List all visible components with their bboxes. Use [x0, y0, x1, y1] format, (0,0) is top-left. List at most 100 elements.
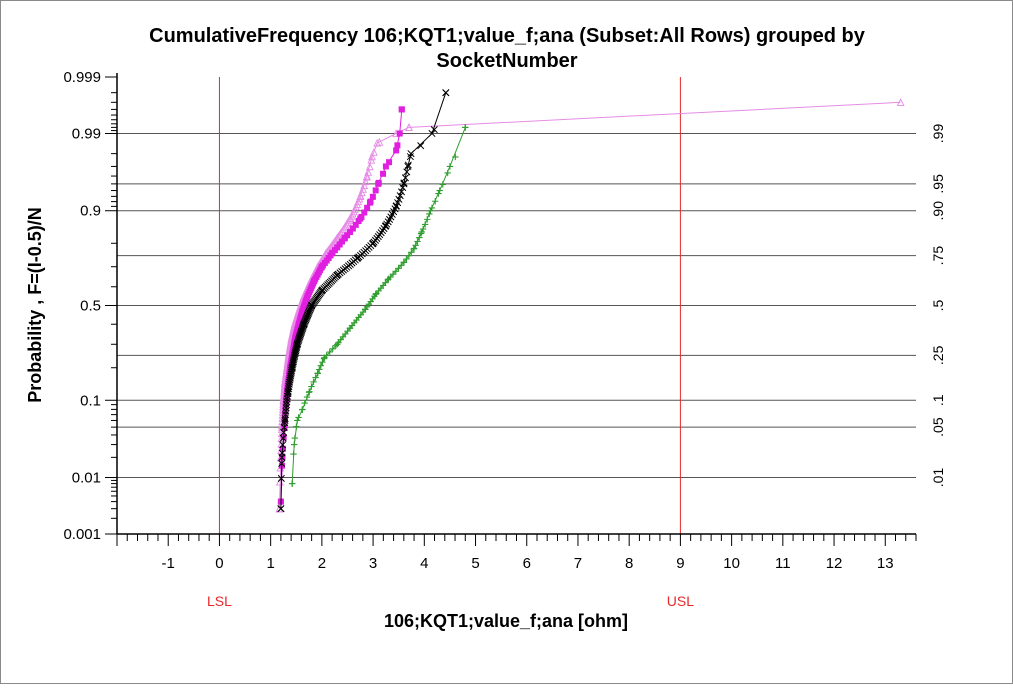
data-point [372, 187, 379, 194]
data-point [405, 252, 413, 259]
y-tick-label: 0.99 [72, 125, 101, 142]
data-point [288, 364, 296, 372]
data-point [442, 89, 450, 97]
data-point [361, 177, 370, 186]
data-point [432, 198, 439, 205]
data-point [347, 228, 354, 235]
data-point [428, 129, 436, 138]
data-point [382, 163, 389, 170]
data-point [416, 234, 423, 241]
y-tick-label: 0.001 [63, 526, 101, 543]
y-tick-label: 0.999 [63, 69, 101, 86]
data-point [333, 271, 341, 279]
data-point [341, 234, 348, 241]
data-point [316, 366, 323, 373]
data-point [396, 130, 403, 137]
data-point [414, 238, 421, 245]
data-point [395, 265, 402, 272]
data-point [361, 209, 368, 216]
data-point [403, 255, 410, 263]
data-point [277, 474, 285, 482]
data-point [319, 358, 326, 366]
x-tick-label: 1 [266, 555, 274, 572]
data-point [305, 307, 313, 315]
data-point [417, 230, 425, 237]
data-point [421, 221, 429, 228]
data-point [401, 174, 409, 182]
data-point [317, 362, 325, 369]
data-point [398, 106, 405, 113]
data-point [329, 250, 336, 257]
spec-limit-label: LSL [207, 593, 232, 609]
data-point [410, 245, 418, 252]
data-point [380, 170, 387, 177]
data-point [296, 331, 304, 339]
data-point [304, 309, 312, 318]
data-point [896, 98, 905, 106]
data-point [308, 383, 315, 390]
chart-title: CumulativeFrequency 106;KQT1;value_f;ana… [149, 25, 866, 47]
data-point [363, 171, 371, 180]
x-tick-label: 12 [826, 555, 843, 572]
x-tick-label: 13 [877, 555, 894, 572]
data-point [418, 228, 425, 236]
data-point [424, 216, 431, 223]
data-point [326, 348, 333, 356]
data-point [297, 327, 306, 335]
data-point [367, 198, 374, 205]
data-point [299, 308, 306, 315]
right-prob-label: .75 [930, 246, 946, 266]
data-point [298, 325, 306, 333]
right-prob-label: .01 [930, 468, 946, 488]
data-point [301, 318, 309, 326]
data-point [357, 215, 364, 222]
right-prob-label: .99 [930, 124, 946, 144]
data-point [281, 416, 289, 425]
x-tick-label: 10 [723, 555, 740, 572]
x-tick-label: 8 [625, 555, 633, 572]
data-point [435, 190, 442, 197]
data-point [389, 270, 397, 278]
data-point [346, 324, 354, 332]
data-point [404, 161, 412, 169]
data-point [304, 293, 311, 300]
x-tick-label: -1 [162, 555, 175, 572]
data-point [385, 275, 392, 283]
data-point [278, 459, 286, 467]
data-point [394, 142, 401, 149]
data-point [293, 423, 300, 430]
right-prob-label: .95 [930, 174, 946, 194]
data-point [392, 268, 400, 275]
data-point [306, 306, 314, 314]
y-tick-label: 0.5 [80, 298, 101, 315]
data-point [369, 239, 377, 247]
data-point [277, 505, 285, 513]
data-point [304, 311, 312, 319]
data-point [299, 406, 306, 413]
y-axis-label: Probability , F=(I-0.5)/N [25, 207, 45, 403]
data-point [382, 222, 390, 230]
data-point [364, 204, 371, 211]
data-point [290, 450, 297, 458]
data-point [279, 441, 287, 449]
data-point [303, 313, 311, 321]
x-tick-label: 2 [318, 555, 326, 572]
data-point [396, 192, 404, 200]
data-point [349, 225, 356, 232]
x-tick-label: 7 [574, 555, 582, 572]
data-point [305, 389, 313, 396]
data-point [407, 150, 415, 158]
data-point [295, 414, 302, 421]
data-point [321, 354, 328, 361]
right-prob-label: .25 [930, 345, 946, 365]
data-point [386, 159, 393, 166]
data-point [293, 340, 301, 348]
data-point [400, 180, 408, 188]
data-point [294, 417, 301, 424]
x-tick-label: 5 [471, 555, 479, 572]
right-prob-label: .5 [930, 299, 946, 311]
data-point [359, 184, 367, 193]
data-point [308, 301, 316, 310]
